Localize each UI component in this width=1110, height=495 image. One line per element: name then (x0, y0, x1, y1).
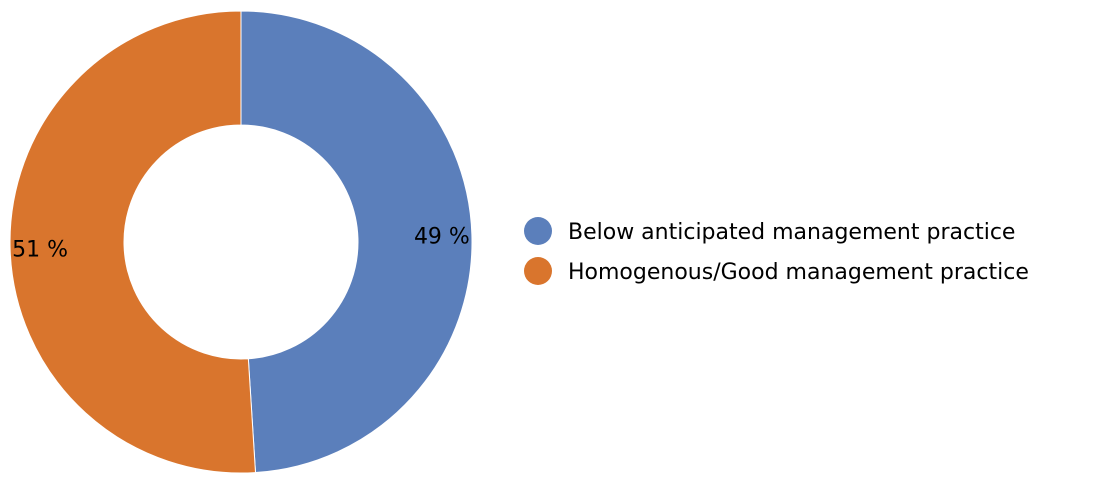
donut-slices (9, 10, 473, 474)
legend: Below anticipated management practice Hom… (524, 217, 1029, 285)
legend-label-2: Homogenous/Good management practice (568, 260, 1029, 285)
slice-labels: 49 % 51 % (12, 225, 470, 263)
donut-slice-2 (9, 10, 257, 474)
slice-value-label-2: 51 % (12, 237, 68, 262)
donut-slice-1 (240, 10, 473, 474)
legend-marker-1 (524, 217, 552, 245)
legend-label-1: Below anticipated management practice (568, 220, 1015, 245)
slice-value-label-1: 49 % (414, 225, 470, 250)
legend-marker-2 (524, 257, 552, 285)
